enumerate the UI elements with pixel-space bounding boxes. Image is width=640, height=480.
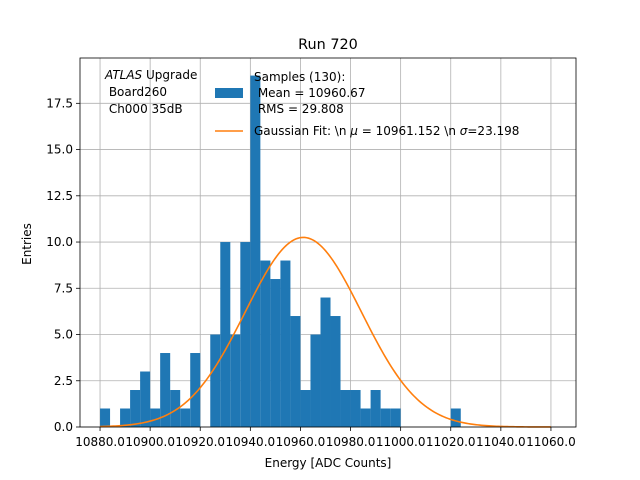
- chart-title: Run 720: [298, 37, 358, 53]
- histogram-bar: [230, 334, 241, 427]
- histogram-bar: [320, 297, 331, 427]
- x-tick-label: 10900.0: [125, 435, 175, 449]
- histogram-bar: [130, 390, 141, 427]
- histogram-bar: [180, 408, 191, 427]
- histogram-bar: [340, 390, 351, 427]
- y-tick-label: 17.5: [46, 96, 73, 110]
- axes-frame: [79, 57, 577, 428]
- y-tick-label: 15.0: [46, 143, 73, 157]
- histogram-bar: [290, 316, 301, 427]
- x-tick-label: 11020.0: [426, 435, 476, 449]
- gaussian-fit-curve: [100, 236, 551, 428]
- y-axis-label: Entries: [20, 223, 34, 265]
- annotation-line-1: ATLAS Upgrade: [104, 68, 197, 82]
- histogram-bar: [270, 279, 281, 427]
- histogram-bar: [120, 408, 131, 427]
- x-axis-ticks: 10880.0 10900.0 10920.0 10940.0 10960.0 10980…: [75, 427, 576, 449]
- histogram-bar: [160, 353, 171, 427]
- legend: Samples (130): Mean = 10960.67 RMS = 29.…: [215, 70, 519, 138]
- annotation-italic-atlas: ATLAS: [104, 68, 143, 82]
- histogram-bar: [280, 260, 291, 427]
- histogram-bar: [100, 408, 111, 427]
- y-axis-ticks: 0.0 2.5 5.0 7.5 10.0 12.5 15.0 17.5: [46, 96, 80, 434]
- x-tick-label: 10960.0: [276, 435, 326, 449]
- annotation-line-2: Board260: [105, 85, 167, 99]
- histogram-bar: [450, 408, 461, 427]
- legend-fit-label: Gaussian Fit: \n μ = 10961.152 \n σ=23.1…: [254, 124, 519, 138]
- histogram-bar: [350, 390, 361, 427]
- histogram-bar: [190, 353, 201, 427]
- legend-histogram-swatch: [215, 88, 243, 98]
- histogram-bar: [330, 316, 341, 427]
- x-tick-label: 10980.0: [326, 435, 376, 449]
- x-tick-label: 10920.0: [175, 435, 225, 449]
- histogram-bar: [300, 390, 311, 427]
- annotation-text: ATLAS Upgrade Board260 Ch000 35dB: [104, 68, 197, 116]
- legend-histogram-label-line-3: RMS = 29.808: [254, 102, 344, 116]
- y-tick-label: 10.0: [46, 235, 73, 249]
- histogram-bar: [370, 390, 381, 427]
- y-tick-label: 12.5: [46, 189, 73, 203]
- histogram-bar: [150, 408, 161, 427]
- y-tick-label: 5.0: [54, 328, 73, 342]
- legend-histogram-label-line-2: Mean = 10960.67: [254, 86, 365, 100]
- y-tick-label: 2.5: [54, 374, 73, 388]
- histogram-bars: [100, 75, 461, 428]
- x-tick-label: 11060.0: [526, 435, 576, 449]
- y-tick-label: 7.5: [54, 281, 73, 295]
- x-axis-label: Energy [ADC Counts]: [265, 456, 392, 470]
- x-tick-label: 10940.0: [226, 435, 276, 449]
- histogram-bar: [170, 390, 181, 427]
- histogram-bar: [360, 408, 371, 427]
- histogram-bar: [390, 408, 401, 427]
- histogram-bar: [260, 260, 271, 427]
- histogram-bar: [310, 334, 321, 427]
- histogram-bar: [210, 334, 221, 427]
- histogram-bar: [140, 371, 151, 427]
- histogram-bar: [380, 408, 391, 427]
- histogram-bar: [220, 242, 231, 427]
- annotation-line-1-rest: Upgrade: [146, 68, 197, 82]
- x-tick-label: 11040.0: [476, 435, 526, 449]
- legend-histogram-label-line-1: Samples (130):: [254, 70, 345, 84]
- annotation-line-3: Ch000 35dB: [105, 102, 183, 116]
- y-tick-label: 0.0: [54, 420, 73, 434]
- histogram-bar: [250, 75, 261, 428]
- x-tick-label: 10880.0: [75, 435, 125, 449]
- x-tick-label: 11000.0: [376, 435, 426, 449]
- histogram-bar: [240, 242, 251, 427]
